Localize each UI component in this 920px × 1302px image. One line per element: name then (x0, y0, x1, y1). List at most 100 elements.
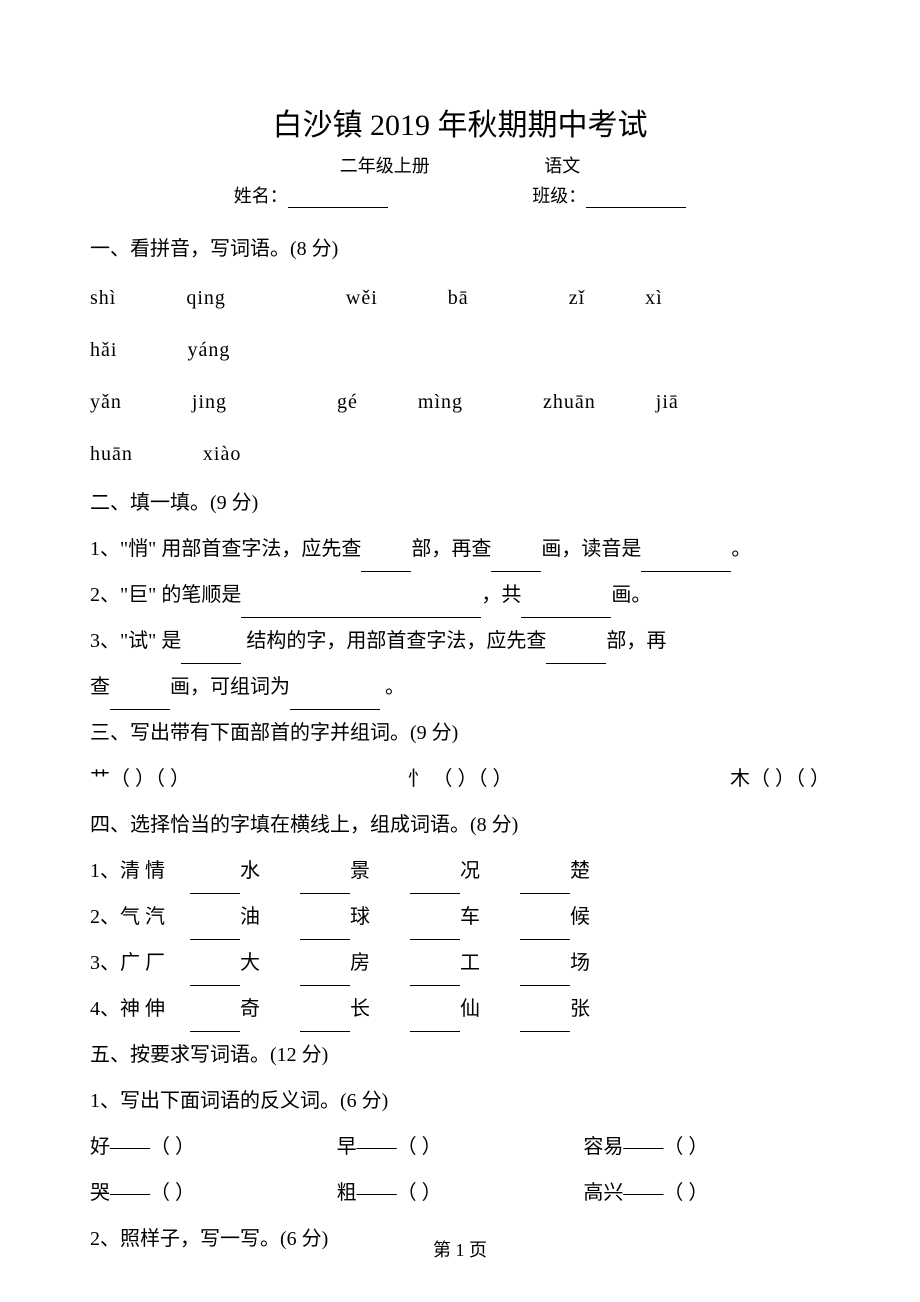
section-3-heading: 三、写出带有下面部首的字并组词。(9 分) (90, 710, 830, 756)
fill-item: 奇 (190, 986, 260, 1032)
radical-2-char: 忄 (408, 768, 428, 790)
pinyin-syllable: zhuān (543, 376, 596, 428)
fill-item: 车 (410, 894, 480, 940)
fill-item: 景 (300, 848, 370, 894)
fill-word: 球 (350, 906, 370, 928)
fill-blank[interactable] (190, 966, 240, 986)
fill-word: 水 (240, 860, 260, 882)
exam-title: 白沙镇 2019 年秋期期中考试 (90, 100, 830, 144)
section-1-heading: 一、看拼音，写词语。(8 分) (90, 226, 830, 272)
q1-blank-3[interactable] (641, 552, 731, 572)
q1-blank-1[interactable] (361, 552, 411, 572)
fill-blank[interactable] (520, 920, 570, 940)
q3-text-a: 3、"试" 是 (90, 630, 181, 652)
fill-blank[interactable] (300, 966, 350, 986)
q3-blank-1[interactable] (181, 644, 241, 664)
section-2-q1: 1、"悄" 用部首查字法，应先查部，再查画，读音是。 (90, 526, 830, 572)
name-label: 姓名： (234, 186, 288, 206)
fill-row-lead: 2、气 汽 (90, 906, 170, 928)
fill-item: 场 (520, 940, 590, 986)
antonym-item: 好——（ ） (90, 1124, 337, 1170)
section-2-q3-line2: 查画，可组词为 。 (90, 664, 830, 710)
fill-row: 2、气 汽 油 球 车候 (90, 894, 830, 940)
q1-blank-2[interactable] (491, 552, 541, 572)
fill-word: 工 (460, 952, 480, 974)
q1-text-d: 。 (731, 538, 751, 560)
q2-blank-2[interactable] (521, 598, 611, 618)
radical-3: 木（ ）（ ） (730, 756, 830, 802)
fill-row: 3、广 厂 大 房 工 场 (90, 940, 830, 986)
subtitle-row: 二年级上册 语文 (90, 152, 830, 178)
fill-blank[interactable] (410, 874, 460, 894)
fill-word: 长 (350, 998, 370, 1020)
fill-item: 张 (520, 986, 590, 1032)
q3-text-b: 结构的字，用部首查字法，应先查 (241, 630, 546, 652)
section-2-q3-line1: 3、"试" 是 结构的字，用部首查字法，应先查部，再 (90, 618, 830, 664)
fill-blank[interactable] (190, 1012, 240, 1032)
antonym-row-1: 好——（ ）早——（ ）容易——（ ） (90, 1124, 830, 1170)
q3-text-d: 查 (90, 676, 110, 698)
pinyin-syllable: mìng (418, 376, 463, 428)
section-2-heading: 二、填一填。(9 分) (90, 480, 830, 526)
fill-item: 候 (520, 894, 590, 940)
section-2-q2: 2、"巨" 的笔顺是，共画。 (90, 572, 830, 618)
q3-blank-3[interactable] (110, 690, 170, 710)
pinyin-syllable: gé (337, 376, 358, 428)
fill-word: 况 (460, 860, 480, 882)
fill-blank[interactable] (410, 1012, 460, 1032)
q2-blank-1[interactable] (241, 598, 481, 618)
fill-item: 油 (190, 894, 260, 940)
fill-blank[interactable] (520, 874, 570, 894)
radical-2: 忄 （ ）（ ） (408, 756, 513, 802)
fill-word: 奇 (240, 998, 260, 1020)
subject-label: 语文 (544, 152, 580, 178)
pinyin-syllable: jing (192, 376, 227, 428)
fill-word: 场 (570, 952, 590, 974)
fill-item: 仙 (410, 986, 480, 1032)
fill-item: 房 (300, 940, 370, 986)
fill-blank[interactable] (520, 1012, 570, 1032)
fill-blank[interactable] (190, 920, 240, 940)
fill-blank[interactable] (300, 874, 350, 894)
section-5-heading: 五、按要求写词语。(12 分) (90, 1032, 830, 1078)
q3-text-e: 画，可组词为 (170, 676, 290, 698)
pinyin-syllable: hǎi (90, 324, 117, 376)
pinyin-syllable: wěi (346, 272, 378, 324)
fill-row-lead: 4、神 伸 (90, 998, 170, 1020)
fill-blank[interactable] (520, 966, 570, 986)
pinyin-syllable: xì (645, 272, 663, 324)
q2-text-c: 画。 (611, 584, 651, 606)
q2-text-b: ，共 (481, 584, 521, 606)
fill-item: 楚 (520, 848, 590, 894)
fill-word: 张 (570, 998, 590, 1020)
fill-word: 油 (240, 906, 260, 928)
class-input-line[interactable] (586, 190, 686, 208)
pinyin-row-1: shìqingwěibāzǐxìhǎiyáng (90, 272, 830, 376)
fill-row: 4、神 伸 奇 长 仙 张 (90, 986, 830, 1032)
pinyin-syllable: jiā (656, 376, 679, 428)
page-number: 第 1 页 (0, 1236, 920, 1262)
fill-row-lead: 3、广 厂 (90, 952, 170, 974)
name-input-line[interactable] (288, 190, 388, 208)
radical-1: 艹（ ）（ ） (90, 756, 190, 802)
q3-blank-4[interactable] (290, 690, 380, 710)
q3-blank-2[interactable] (546, 644, 606, 664)
fill-blank[interactable] (300, 920, 350, 940)
fill-word: 大 (240, 952, 260, 974)
antonym-item: 早——（ ） (337, 1124, 584, 1170)
fill-item: 况 (410, 848, 480, 894)
fill-blank[interactable] (410, 966, 460, 986)
fill-blank[interactable] (410, 920, 460, 940)
name-class-row: 姓名： 班级： (90, 182, 830, 208)
pinyin-syllable: huān (90, 428, 133, 480)
fill-row-lead: 1、清 情 (90, 860, 170, 882)
antonym-item: 容易——（ ） (583, 1124, 830, 1170)
fill-row: 1、清 情 水 景 况 楚 (90, 848, 830, 894)
class-label: 班级： (532, 186, 586, 206)
fill-word: 楚 (570, 860, 590, 882)
fill-blank[interactable] (300, 1012, 350, 1032)
antonym-item: 高兴——（ ） (583, 1170, 830, 1216)
fill-blank[interactable] (190, 874, 240, 894)
radical-3-char: 木 (730, 768, 750, 790)
fill-item: 工 (410, 940, 480, 986)
